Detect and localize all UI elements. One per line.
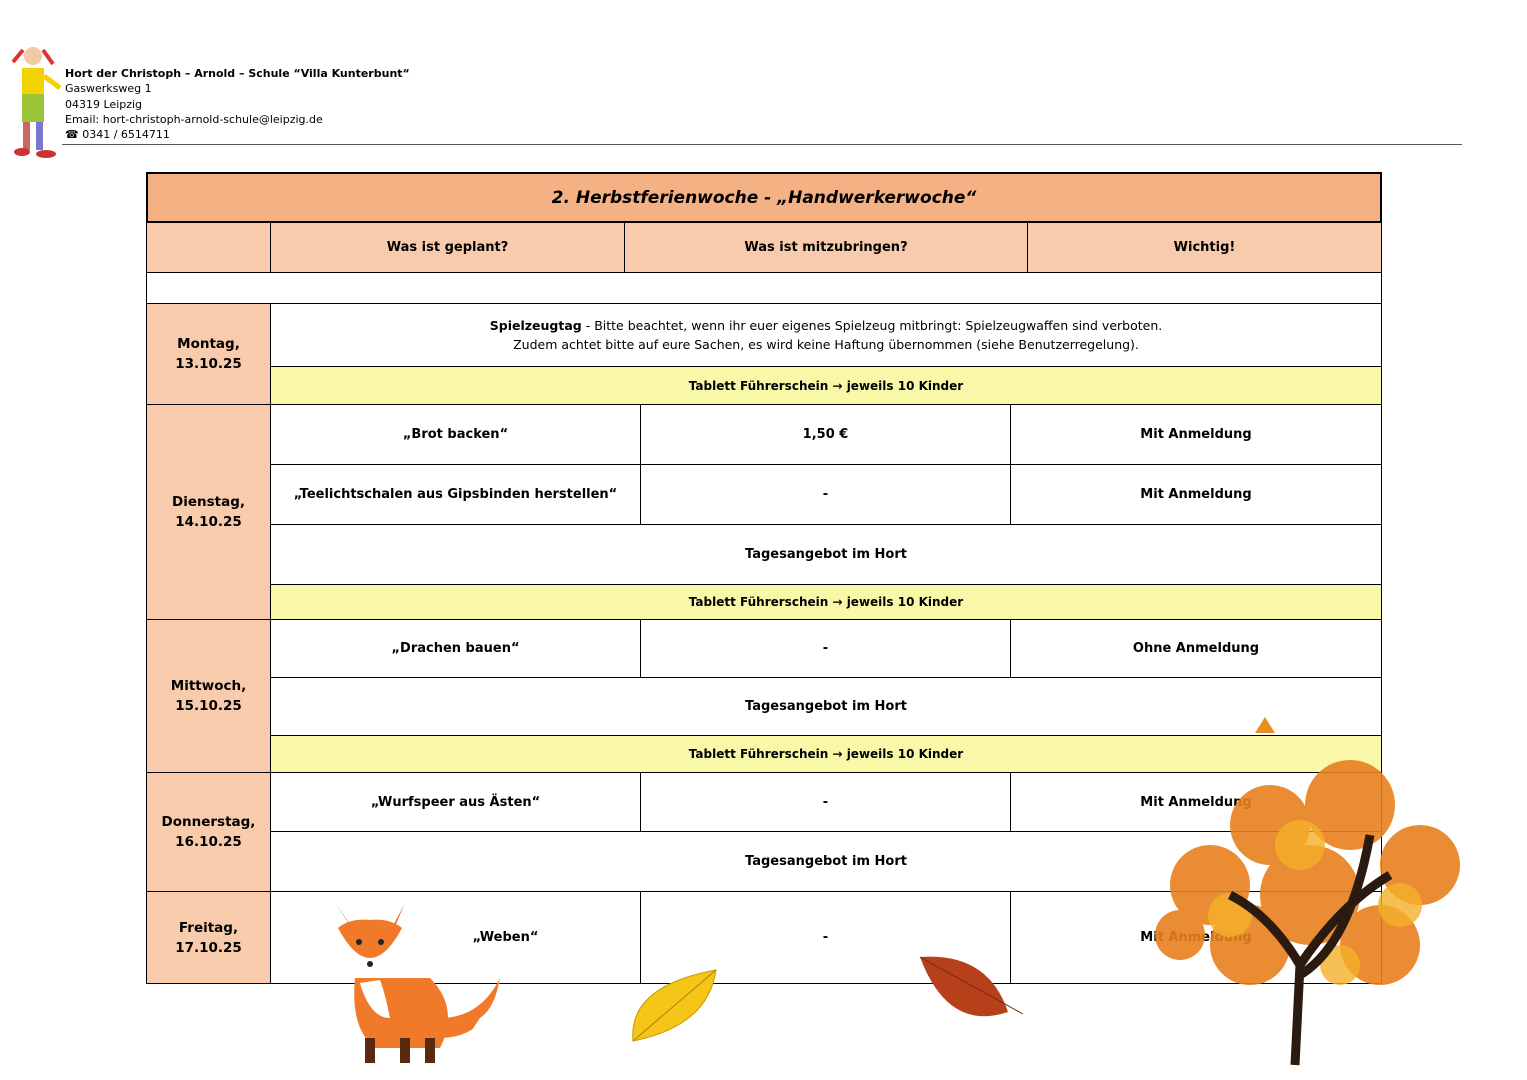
pippi-logo xyxy=(11,47,62,158)
header-plan: Was ist geplant? xyxy=(270,222,625,273)
bring-cell: 1,50 € xyxy=(640,404,1011,465)
tagesangebot-row: Tagesangebot im Hort xyxy=(270,677,1382,736)
yellow-leaf-icon xyxy=(632,969,717,1042)
email: Email: hort-christoph-arnold-schule@leip… xyxy=(65,112,323,126)
plan-cell: „Wurfspeer aus Ästen“ xyxy=(270,772,641,832)
day-thursday: Donnerstag, 16.10.25 xyxy=(146,772,271,892)
bring-cell: - xyxy=(640,772,1011,832)
bring-cell: - xyxy=(640,619,1011,678)
phone: ☎ 0341 / 6514711 xyxy=(65,128,170,142)
autumn-tree-illustration xyxy=(1155,717,1460,1066)
table-title: 2. Herbstferienwoche - „Handwerkerwoche“ xyxy=(146,172,1382,223)
school-address: Hort der Christoph – Arnold – Schule “Vi… xyxy=(65,66,410,142)
header-bring: Was ist mitzubringen? xyxy=(624,222,1028,273)
red-leaf-icon xyxy=(919,956,1024,1017)
monday-note: Spielzeugtag - Bitte beachtet, wenn ihr … xyxy=(270,303,1382,367)
bring-cell: - xyxy=(640,464,1011,525)
header-important: Wichtig! xyxy=(1027,222,1382,273)
plan-cell: „Drachen bauen“ xyxy=(270,619,641,678)
tablet-row: Tablett Führerschein → jeweils 10 Kinder xyxy=(270,735,1382,773)
plan-cell: „Weben“ xyxy=(270,891,641,984)
tablet-row: Tablett Führerschein → jeweils 10 Kinder xyxy=(270,584,1382,620)
org-name: Hort der Christoph – Arnold – Schule “Vi… xyxy=(65,67,410,80)
divider xyxy=(62,144,1462,145)
city: 04319 Leipzig xyxy=(65,97,143,111)
tablet-row: Tablett Führerschein → jeweils 10 Kinder xyxy=(270,366,1382,405)
note-cell: Mit Anmeldung xyxy=(1010,464,1382,525)
note-cell: Mit Anmeldung xyxy=(1010,404,1382,465)
fox-illustration xyxy=(335,903,500,1063)
tagesangebot-row: Tagesangebot im Hort xyxy=(270,524,1382,585)
spacer-row xyxy=(146,272,1382,304)
day-wednesday: Mittwoch, 15.10.25 xyxy=(146,619,271,773)
note-cell: Ohne Anmeldung xyxy=(1010,619,1382,678)
street: Gaswerksweg 1 xyxy=(65,82,152,96)
day-friday: Freitag, 17.10.25 xyxy=(146,891,271,984)
plan-cell: „Brot backen“ xyxy=(270,404,641,465)
plan-cell: „Teelichtschalen aus Gipsbinden herstell… xyxy=(270,464,641,525)
day-tuesday: Dienstag, 14.10.25 xyxy=(146,404,271,620)
day-monday: Montag, 13.10.25 xyxy=(146,303,271,405)
header-empty xyxy=(146,222,271,273)
